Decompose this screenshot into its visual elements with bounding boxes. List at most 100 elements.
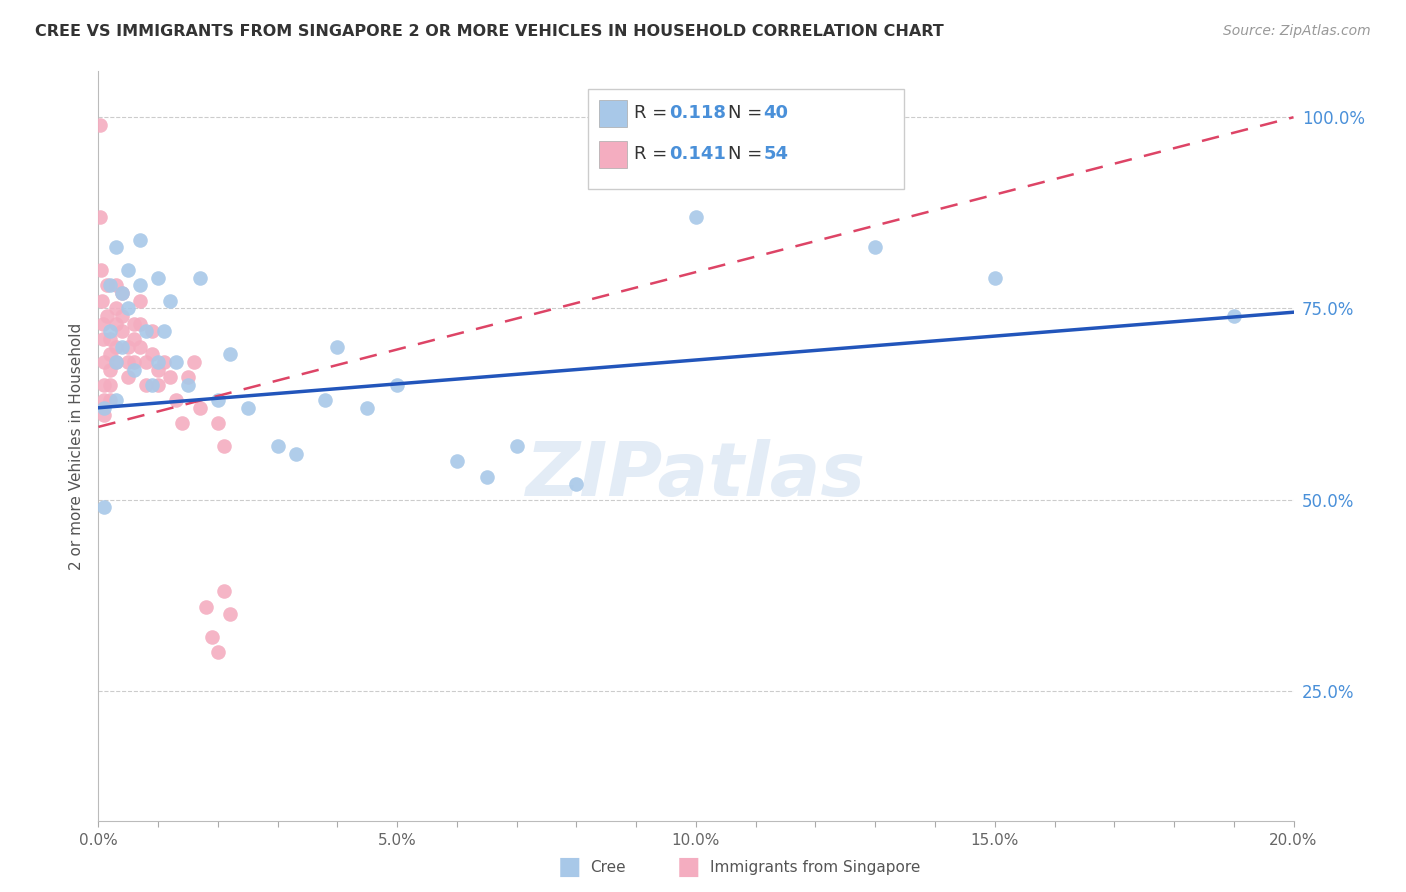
- Point: [172, 416, 194, 430]
- Point: [124, 332, 146, 346]
- Point: [865, 240, 887, 254]
- Point: [111, 340, 134, 354]
- Point: [356, 401, 378, 415]
- Point: [153, 355, 176, 369]
- Point: [91, 293, 114, 308]
- Point: [267, 439, 290, 453]
- Point: [135, 377, 157, 392]
- Point: [96, 278, 118, 293]
- Point: [284, 447, 307, 461]
- Point: [475, 469, 498, 483]
- Point: [153, 324, 176, 338]
- Point: [201, 630, 224, 644]
- Point: [135, 355, 157, 369]
- Point: [207, 645, 229, 659]
- Point: [148, 355, 170, 369]
- Point: [93, 409, 115, 423]
- Point: [117, 263, 139, 277]
- Point: [93, 500, 115, 515]
- Point: [385, 377, 409, 392]
- Text: ■: ■: [678, 855, 700, 879]
- Point: [96, 309, 118, 323]
- Point: [315, 393, 337, 408]
- Text: R =: R =: [634, 104, 673, 122]
- Point: [141, 377, 163, 392]
- Point: [105, 301, 128, 316]
- Point: [105, 240, 128, 254]
- Point: [565, 477, 588, 491]
- Point: [1223, 309, 1246, 323]
- Point: [93, 355, 115, 369]
- Point: [148, 362, 170, 376]
- Point: [165, 393, 187, 408]
- Point: [195, 599, 218, 614]
- Y-axis label: 2 or more Vehicles in Household: 2 or more Vehicles in Household: [69, 322, 84, 570]
- Point: [159, 370, 181, 384]
- Point: [141, 347, 163, 361]
- Point: [207, 416, 229, 430]
- Point: [129, 233, 152, 247]
- Text: Cree: Cree: [591, 860, 626, 874]
- Point: [212, 439, 235, 453]
- Point: [219, 607, 242, 622]
- Point: [98, 393, 122, 408]
- Point: [105, 340, 128, 354]
- Text: Immigrants from Singapore: Immigrants from Singapore: [710, 860, 921, 874]
- Point: [177, 370, 200, 384]
- Point: [183, 355, 205, 369]
- Point: [188, 270, 211, 285]
- Point: [91, 332, 114, 346]
- Point: [105, 355, 128, 369]
- Point: [105, 355, 128, 369]
- Point: [111, 286, 134, 301]
- Point: [148, 377, 170, 392]
- Point: [124, 317, 146, 331]
- Point: [117, 355, 139, 369]
- Point: [984, 270, 1007, 285]
- Text: CREE VS IMMIGRANTS FROM SINGAPORE 2 OR MORE VEHICLES IN HOUSEHOLD CORRELATION CH: CREE VS IMMIGRANTS FROM SINGAPORE 2 OR M…: [35, 24, 943, 39]
- Text: 0.141: 0.141: [669, 145, 725, 163]
- Point: [117, 340, 139, 354]
- Point: [129, 340, 152, 354]
- Point: [685, 210, 707, 224]
- Point: [135, 324, 157, 338]
- Point: [124, 355, 146, 369]
- Point: [111, 286, 134, 301]
- Point: [446, 454, 468, 468]
- Point: [141, 324, 163, 338]
- Text: 54: 54: [763, 145, 789, 163]
- Point: [98, 377, 122, 392]
- Text: N =: N =: [728, 104, 768, 122]
- Point: [219, 347, 242, 361]
- Point: [105, 317, 128, 331]
- Point: [98, 332, 122, 346]
- Point: [212, 584, 235, 599]
- Point: [93, 393, 115, 408]
- Point: [93, 401, 115, 415]
- Text: ZIPatlas: ZIPatlas: [526, 440, 866, 513]
- Text: 0.118: 0.118: [669, 104, 727, 122]
- Point: [124, 362, 146, 376]
- Point: [129, 317, 152, 331]
- Text: R =: R =: [634, 145, 673, 163]
- Point: [98, 347, 122, 361]
- Text: N =: N =: [728, 145, 768, 163]
- Point: [89, 118, 111, 132]
- Point: [177, 377, 200, 392]
- Text: 40: 40: [763, 104, 789, 122]
- Point: [165, 355, 187, 369]
- Point: [105, 393, 128, 408]
- Text: ■: ■: [558, 855, 581, 879]
- Point: [326, 340, 349, 354]
- Point: [117, 301, 139, 316]
- Point: [129, 278, 152, 293]
- Point: [159, 293, 181, 308]
- Point: [111, 309, 134, 323]
- Point: [117, 370, 139, 384]
- Point: [98, 278, 122, 293]
- Point: [90, 263, 112, 277]
- Point: [91, 317, 114, 331]
- Point: [207, 393, 229, 408]
- Point: [506, 439, 529, 453]
- Point: [188, 401, 211, 415]
